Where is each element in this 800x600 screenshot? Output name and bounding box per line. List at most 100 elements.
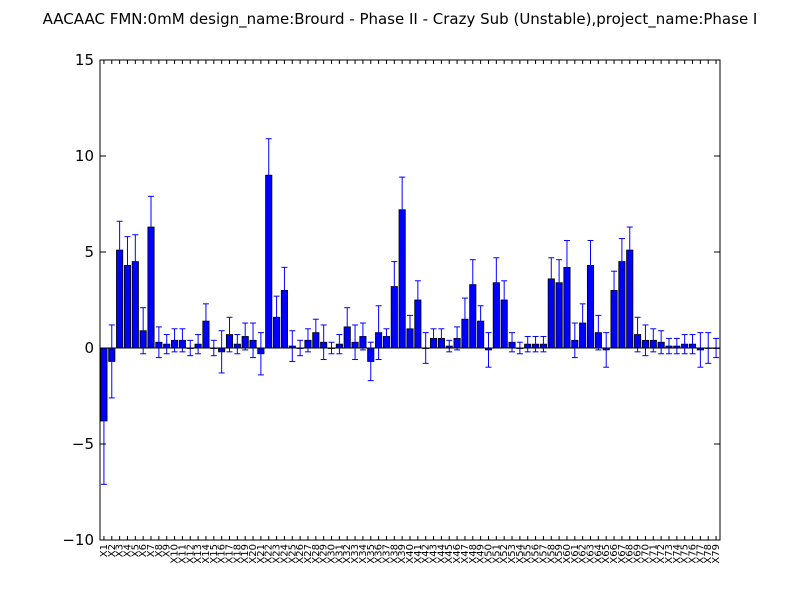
error-bar-X76 — [689, 334, 696, 355]
x-tick-label: X31 — [334, 544, 345, 564]
x-tick-label: X3 — [115, 544, 126, 557]
x-tick-label: X50 — [483, 544, 494, 564]
error-bar-X5 — [132, 234, 139, 289]
error-bar-X70 — [642, 324, 649, 357]
error-bar-X35 — [367, 341, 374, 382]
error-bar-X77 — [697, 332, 704, 368]
x-tick-label: X79 — [711, 544, 722, 564]
x-tick-label: X18 — [232, 544, 243, 564]
x-tick-label: X78 — [703, 544, 714, 564]
x-tick-label: X70 — [640, 544, 651, 564]
x-tick-label: X27 — [303, 544, 314, 564]
error-bar-X18 — [234, 334, 241, 355]
error-bar-X68 — [626, 226, 633, 274]
x-tick-label: X20 — [248, 544, 259, 564]
x-tick-label: X6 — [138, 544, 149, 557]
error-bar-X37 — [383, 328, 390, 345]
x-tick-label: X61 — [570, 544, 581, 564]
error-bars-group — [100, 138, 720, 485]
x-tick-label: X34 — [358, 544, 369, 564]
x-tick-label: X42 — [421, 544, 432, 564]
error-bar-X25 — [289, 330, 296, 362]
x-tick-label: X11 — [177, 544, 188, 564]
error-bar-X20 — [250, 322, 257, 359]
error-bar-X14 — [202, 303, 209, 339]
error-bar-X31 — [336, 334, 343, 355]
error-bar-X45 — [446, 339, 453, 353]
x-tick-label: X33 — [350, 544, 361, 564]
x-tick-label: X13 — [193, 544, 204, 564]
error-bar-X41 — [414, 280, 421, 320]
error-bar-X17 — [226, 316, 233, 353]
error-bar-X49 — [477, 305, 484, 337]
x-tick-label: X16 — [217, 544, 228, 564]
error-bar-X36 — [375, 305, 382, 361]
x-tick-label: X7 — [146, 544, 157, 557]
error-bar-X34 — [359, 322, 366, 351]
x-tick-label: X21 — [256, 544, 267, 564]
error-bar-X48 — [469, 259, 476, 311]
x-tick-label: X77 — [695, 544, 706, 564]
y-tick-label: −5 — [72, 435, 94, 453]
error-bar-X66 — [611, 270, 618, 311]
error-bar-X24 — [281, 266, 288, 314]
x-tick-label: X36 — [374, 544, 385, 564]
y-tick-label: −10 — [62, 531, 94, 549]
y-axis: −10 −5 0 5 10 15 — [62, 51, 720, 549]
x-tick-label: X59 — [554, 544, 565, 564]
x-tick-label: X5 — [130, 544, 141, 557]
error-bar-X67 — [618, 238, 625, 286]
error-bar-X21 — [257, 332, 264, 376]
x-tick-label: X54 — [515, 544, 526, 564]
x-tick-label: X64 — [593, 544, 604, 564]
error-bar-X52 — [501, 280, 508, 320]
error-bar-X28 — [312, 318, 319, 347]
error-bar-X9 — [163, 334, 170, 355]
x-tick-label: X22 — [264, 544, 275, 564]
error-bar-X60 — [563, 239, 570, 295]
x-tick-label: X56 — [531, 544, 542, 564]
error-bar-X55 — [524, 335, 531, 353]
x-tick-label: X2 — [107, 544, 118, 557]
x-tick-label: X75 — [680, 544, 691, 564]
error-bar-X46 — [454, 326, 461, 351]
x-tick-label: X12 — [185, 544, 196, 564]
x-tick-label: X26 — [295, 544, 306, 564]
x-tick-label: X41 — [413, 544, 424, 564]
x-tick-label: X66 — [609, 544, 620, 564]
x-tick-label: X48 — [468, 544, 479, 564]
error-bar-X47 — [461, 297, 468, 341]
x-tick-label: X44 — [436, 544, 447, 564]
error-bar-X2 — [108, 324, 115, 399]
error-bar-X23 — [273, 295, 280, 339]
error-bar-X39 — [399, 176, 406, 243]
error-bar-X64 — [595, 314, 602, 351]
error-bar-X1 — [100, 357, 107, 485]
error-bar-X65 — [603, 332, 610, 368]
error-bar-X33 — [352, 324, 359, 361]
error-bar-X75 — [681, 334, 688, 355]
x-tick-label: X23 — [272, 544, 283, 564]
x-tick-label: X65 — [601, 544, 612, 564]
x-tick-label: X1 — [99, 544, 110, 557]
chart-title: AACAAC FMN:0mM design_name:Brourd - Phas… — [43, 10, 758, 29]
error-bar-X58 — [548, 257, 555, 301]
error-bar-X13 — [195, 334, 202, 355]
x-tick-label: X39 — [397, 544, 408, 564]
x-tick-label: X8 — [154, 544, 165, 557]
error-bar-X3 — [116, 220, 123, 280]
x-tick-label: X17 — [224, 544, 235, 564]
error-bar-X56 — [532, 335, 539, 353]
error-bar-X19 — [242, 322, 249, 351]
x-tick-label: X14 — [201, 544, 212, 564]
x-tick-label: X69 — [633, 544, 644, 564]
x-tick-label: X9 — [162, 544, 173, 557]
x-tick-label: X74 — [672, 544, 683, 564]
error-bar-X40 — [407, 314, 413, 343]
error-bar-X7 — [148, 195, 155, 259]
x-tick-label: X38 — [389, 544, 400, 564]
error-bar-X51 — [493, 257, 500, 309]
x-tick-label: X73 — [664, 544, 675, 564]
x-tick-label: X30 — [327, 544, 338, 564]
